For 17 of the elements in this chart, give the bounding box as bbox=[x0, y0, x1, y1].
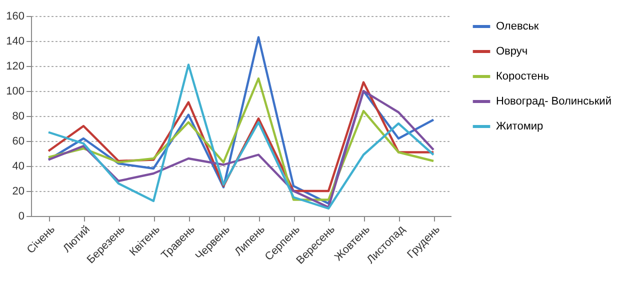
legend-label: Коростень bbox=[496, 70, 550, 82]
y-tick-label: 0 bbox=[18, 210, 24, 222]
legend-label: Олевськ bbox=[496, 20, 539, 32]
y-tick-label: 40 bbox=[12, 160, 24, 172]
y-tick-label: 100 bbox=[6, 86, 24, 98]
legend-label: Овруч bbox=[496, 46, 528, 58]
legend-label: Новоград- Волинський bbox=[496, 96, 612, 108]
y-tick-label: 140 bbox=[6, 36, 24, 48]
y-tick-label: 160 bbox=[6, 10, 24, 22]
y-tick-label: 80 bbox=[12, 110, 24, 122]
legend-label: Житомир bbox=[496, 120, 544, 132]
line-series bbox=[47, 36, 435, 205]
y-tick-label: 20 bbox=[12, 186, 24, 198]
y-tick-label: 60 bbox=[12, 136, 24, 148]
y-tick-label: 120 bbox=[6, 60, 24, 72]
line-series bbox=[47, 90, 435, 208]
line-series bbox=[47, 64, 435, 210]
